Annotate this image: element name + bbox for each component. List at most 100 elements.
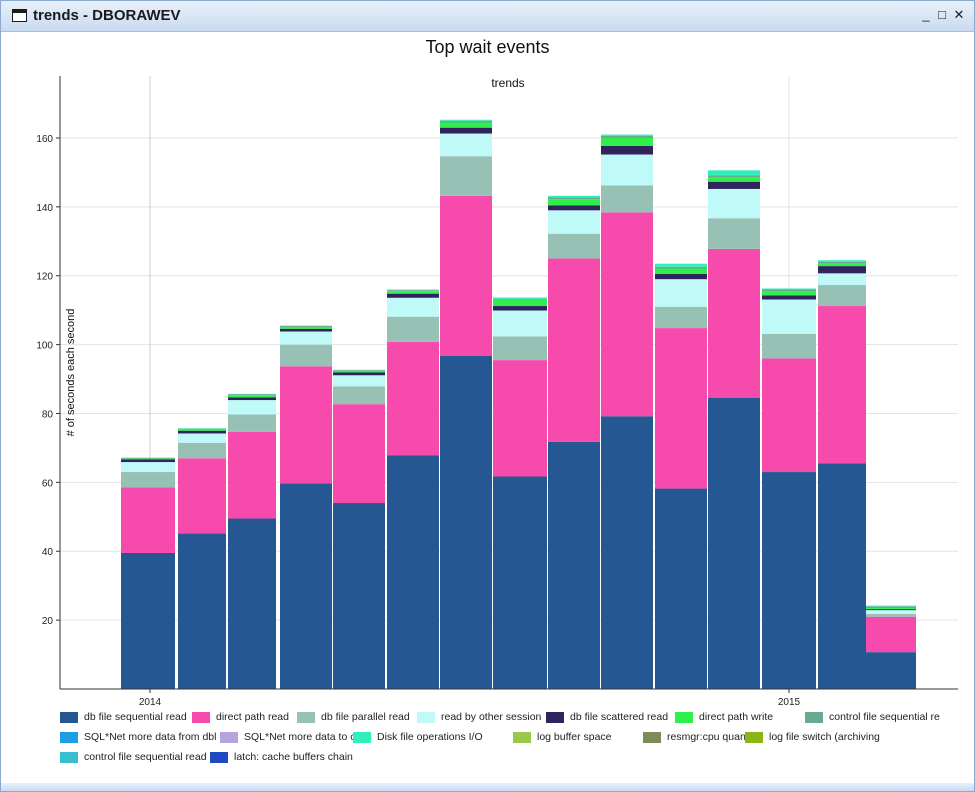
y-tick-label: 100 [36, 341, 53, 352]
legend-swatch [643, 731, 661, 743]
bar-segment [866, 608, 916, 610]
bar-segment [121, 458, 175, 460]
bar-segment [121, 459, 175, 463]
bar-segment [333, 386, 385, 405]
maximize-button[interactable]: □ [938, 7, 946, 22]
bar-segment [818, 306, 866, 464]
bar-segment [493, 299, 547, 307]
chart-subtitle: trends [491, 76, 525, 90]
close-button[interactable]: ✕ [953, 7, 965, 22]
bar-segment [762, 333, 816, 359]
bar-segment [228, 400, 276, 415]
bar-segment [818, 273, 866, 286]
bar-segment [601, 135, 653, 138]
legend-label: db file sequential read [84, 711, 187, 724]
legend-swatch [192, 711, 210, 723]
bar-segment [601, 134, 653, 136]
legend-item[interactable]: db file sequential read [60, 711, 187, 725]
bar-segment [601, 185, 653, 213]
y-tick-label: 40 [42, 547, 54, 558]
legend-label: control file sequential read [84, 751, 207, 764]
legend-label: Disk file operations I/O [377, 731, 483, 744]
bar-segment [228, 414, 276, 432]
bar-segment [387, 291, 439, 294]
bar-segment [121, 472, 175, 488]
legend-item[interactable]: Disk file operations I/O [353, 731, 483, 745]
legend-item[interactable]: db file scattered read [546, 711, 668, 725]
window-title: trends - DBORAWEV [33, 7, 181, 24]
bar-segment [655, 274, 707, 280]
y-tick-label: 80 [42, 409, 54, 420]
legend-item[interactable]: SQL*Net more data to clien [220, 731, 372, 745]
bar-segment [548, 197, 600, 200]
bar-segment [440, 127, 492, 134]
bar-segment [601, 154, 653, 186]
bar-segment [548, 210, 600, 234]
bar-segment [818, 263, 866, 267]
bar-segment [708, 181, 760, 189]
bar-segment [280, 344, 332, 367]
bar-segment [818, 463, 866, 689]
y-tick-label: 20 [42, 616, 54, 627]
legend-label: direct path write [699, 711, 774, 724]
bar-segment [866, 609, 916, 611]
bar-segment [866, 613, 916, 617]
bar-segment [762, 299, 816, 334]
bar-segment [440, 122, 492, 128]
bar-segment [333, 404, 385, 504]
bar-segment [655, 328, 707, 489]
bar-segment [548, 199, 600, 206]
bar-segment [440, 119, 492, 121]
bar-segment [818, 266, 866, 274]
bar-segment [493, 476, 547, 689]
bar-segment [866, 616, 916, 653]
legend-swatch [297, 711, 315, 723]
bar-segment [121, 462, 175, 473]
legend-label: SQL*Net more data to clien [244, 731, 372, 744]
bar-segment [440, 120, 492, 123]
legend-label: log file switch (archiving [769, 731, 880, 744]
x-tick-label: 2015 [778, 697, 801, 708]
legend-item[interactable]: read by other session [417, 711, 541, 725]
minimize-button[interactable]: _ [922, 7, 930, 22]
bar-segment [387, 455, 439, 689]
legend-item[interactable]: direct path write [675, 711, 773, 725]
bar-segment [548, 195, 600, 198]
legend-item[interactable]: direct path read [192, 711, 289, 725]
bar-segment [866, 606, 916, 609]
bar-segment [493, 306, 547, 311]
bar-segment [440, 195, 492, 356]
bar-segment [387, 341, 439, 456]
legend-item[interactable]: control file sequential re [805, 711, 940, 725]
y-tick-label: 120 [36, 272, 53, 283]
bar-segment [121, 457, 175, 459]
bar-segment [178, 429, 226, 431]
legend-item[interactable]: log buffer space [513, 731, 612, 745]
legend-item[interactable]: log file switch (archiving [745, 731, 880, 745]
legend-item[interactable]: SQL*Net more data from dbl [60, 731, 216, 745]
legend-swatch [805, 711, 823, 723]
bar-segment [333, 372, 385, 376]
bar-segment [601, 212, 653, 417]
bar-segment [228, 431, 276, 519]
legend-label: latch: cache buffers chain [234, 751, 353, 764]
bar-segment [762, 289, 816, 292]
bar-segment [601, 416, 653, 689]
bar-segment [121, 487, 175, 553]
legend-swatch [220, 731, 238, 743]
bar-segment [493, 310, 547, 337]
legend-item[interactable]: db file parallel read [297, 711, 410, 725]
legend-item[interactable]: resmgr:cpu quantum [643, 731, 763, 745]
bar-segment [178, 458, 226, 534]
legend-item[interactable]: latch: cache buffers chain [210, 751, 353, 765]
bar-segment [178, 533, 226, 689]
bar-segment [280, 483, 332, 689]
bar-segment [387, 290, 439, 292]
legend-item[interactable]: control file sequential read [60, 751, 207, 765]
legend-label: SQL*Net more data from dbl [84, 731, 217, 744]
legend-swatch [546, 711, 564, 723]
bar-segment [655, 306, 707, 329]
legend-swatch [745, 731, 763, 743]
title-bar[interactable]: trends - DBORAWEV _ □ ✕ [1, 1, 974, 32]
